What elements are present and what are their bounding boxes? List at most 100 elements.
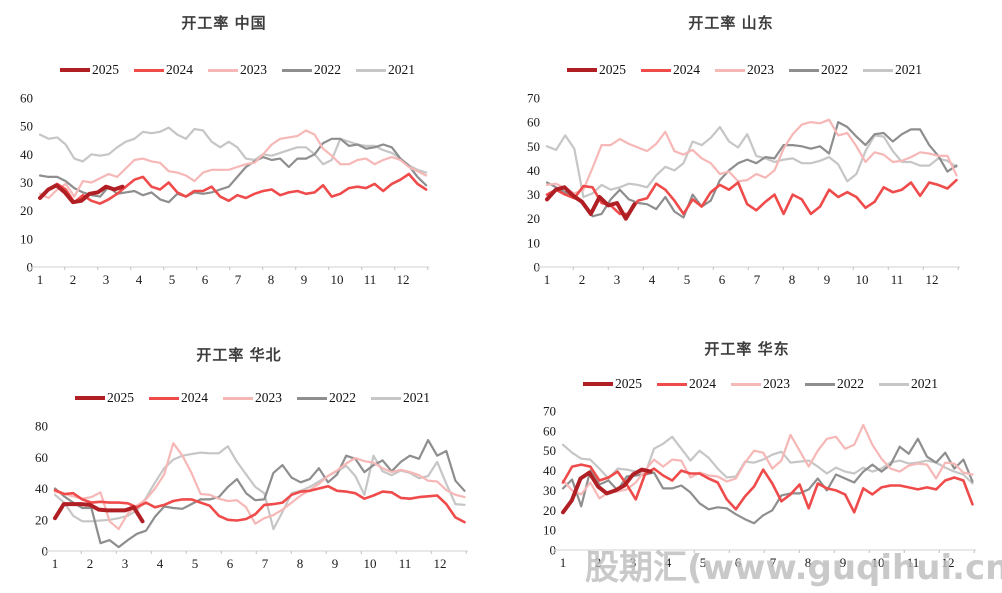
y-axis-label: 30 xyxy=(527,187,540,202)
chart-legend: 2025 2024 2023 2022 2021 xyxy=(60,62,415,78)
x-axis-label: 7 xyxy=(262,556,269,571)
y-axis-label: 10 xyxy=(527,235,540,250)
chart-operating-rate-shandong: 开工率 山东 2025 2024 2023 2022 2021 0 10 20 30 40 50 6… xyxy=(511,12,996,312)
legend-line-swatch xyxy=(879,382,909,386)
legend-item-2023: 2023 xyxy=(208,62,267,78)
legend-line-swatch xyxy=(282,68,312,72)
y-axis-label: 20 xyxy=(543,503,556,518)
x-axis-label: 10 xyxy=(331,272,344,287)
legend-label: 2023 xyxy=(240,62,267,77)
y-axis-label: 20 xyxy=(35,512,48,527)
x-axis-label: 6 xyxy=(227,556,234,571)
series-line-2025 xyxy=(561,467,653,515)
x-axis-label: 3 xyxy=(122,556,129,571)
y-axis-label: 40 xyxy=(20,147,33,162)
x-axis-label: 6 xyxy=(719,272,726,287)
y-axis-label: 60 xyxy=(20,92,33,106)
x-axis-label: 7 xyxy=(770,555,777,570)
series-line-2022 xyxy=(53,439,466,549)
legend-line-swatch xyxy=(657,382,687,386)
chart-operating-rate-china: 开工率 中国 2025 2024 2023 2022 2021 0 10 20 30 40 50 6… xyxy=(4,12,484,312)
chart-title: 开工率 中国 xyxy=(181,15,267,32)
y-axis-label: 20 xyxy=(527,211,540,226)
x-axis-label: 9 xyxy=(824,272,831,287)
legend-line-swatch xyxy=(134,68,164,72)
x-axis-label: 1 xyxy=(544,272,551,287)
x-axis-label: 4 xyxy=(649,272,656,287)
legend-label: 2021 xyxy=(895,62,922,77)
x-axis-label: 11 xyxy=(364,272,377,287)
series-line-2021 xyxy=(561,435,974,485)
legend-item-2022: 2022 xyxy=(297,390,356,406)
legend-label: 2025 xyxy=(599,62,626,77)
y-axis-label: 40 xyxy=(527,163,540,178)
x-axis-label: 3 xyxy=(614,272,621,287)
y-axis-label: 60 xyxy=(35,450,48,465)
y-axis-label: 50 xyxy=(543,443,556,458)
x-axis-label: 6 xyxy=(202,272,209,287)
legend-label: 2024 xyxy=(166,62,193,77)
series-line-2021 xyxy=(545,125,958,199)
x-axis-label: 10 xyxy=(856,272,869,287)
x-axis-label: 9 xyxy=(332,556,339,571)
x-axis-label: 8 xyxy=(297,556,304,571)
legend-item-2022: 2022 xyxy=(805,376,864,392)
legend-line-swatch xyxy=(567,68,597,72)
chart-legend: 2025 2024 2023 2022 2021 xyxy=(567,62,922,78)
chart-operating-rate-north-china: 开工率 华北 2025 2024 2023 2022 2021 0 20 40 60 80 1 2 3… xyxy=(19,344,499,584)
legend-line-swatch xyxy=(583,382,613,386)
series-line-2021 xyxy=(53,445,466,531)
x-axis-label: 5 xyxy=(169,272,176,287)
series-line-2023 xyxy=(545,118,958,195)
legend-label: 2024 xyxy=(689,376,716,391)
legend-line-swatch xyxy=(789,68,819,72)
legend-label: 2023 xyxy=(763,376,790,391)
x-axis-label: 12 xyxy=(397,272,410,287)
legend-line-swatch xyxy=(149,396,179,400)
legend-item-2021: 2021 xyxy=(371,390,430,406)
legend-label: 2024 xyxy=(181,390,208,405)
legend-label: 2021 xyxy=(388,62,415,77)
legend-item-2024: 2024 xyxy=(657,376,716,392)
chart-legend: 2025 2024 2023 2022 2021 xyxy=(75,390,430,406)
legend-item-2021: 2021 xyxy=(356,62,415,78)
y-axis-label: 60 xyxy=(543,423,556,438)
legend-line-swatch xyxy=(75,396,105,400)
legend-item-2021: 2021 xyxy=(879,376,938,392)
chart-title: 开工率 华东 xyxy=(704,341,790,358)
x-axis-label: 2 xyxy=(579,272,586,287)
y-axis-label: 0 xyxy=(534,260,541,275)
legend-label: 2021 xyxy=(911,376,938,391)
legend-line-swatch xyxy=(223,396,253,400)
x-axis-label: 12 xyxy=(434,556,447,571)
x-axis-label: 1 xyxy=(52,556,59,571)
y-axis-label: 30 xyxy=(543,483,556,498)
y-axis-label: 20 xyxy=(20,203,33,218)
legend-line-swatch xyxy=(208,68,238,72)
y-axis-label: 60 xyxy=(527,115,540,130)
x-axis-label: 11 xyxy=(399,556,412,571)
legend-label: 2022 xyxy=(329,390,356,405)
x-axis-label: 1 xyxy=(560,555,567,570)
x-axis-label: 11 xyxy=(907,555,920,570)
series-line-2024 xyxy=(38,172,428,205)
y-axis-label: 40 xyxy=(35,481,48,496)
x-axis-label: 7 xyxy=(235,272,242,287)
x-axis-label: 4 xyxy=(157,556,164,571)
x-axis-label: 8 xyxy=(805,555,812,570)
legend-label: 2024 xyxy=(673,62,700,77)
legend-line-swatch xyxy=(641,68,671,72)
legend-item-2025: 2025 xyxy=(60,62,119,78)
chart-title: 开工率 山东 xyxy=(688,15,774,32)
series-line-2025 xyxy=(38,183,125,205)
chart-operating-rate-east-china: 开工率 华东 2025 2024 2023 2022 2021 0 10 20 30 40 50 6… xyxy=(527,338,1002,588)
legend-label: 2025 xyxy=(92,62,119,77)
series-line-2024 xyxy=(545,178,958,216)
x-axis-label: 7 xyxy=(754,272,761,287)
legend-item-2025: 2025 xyxy=(75,390,134,406)
y-axis-label: 80 xyxy=(35,420,48,434)
legend-label: 2023 xyxy=(255,390,282,405)
legend-item-2023: 2023 xyxy=(223,390,282,406)
